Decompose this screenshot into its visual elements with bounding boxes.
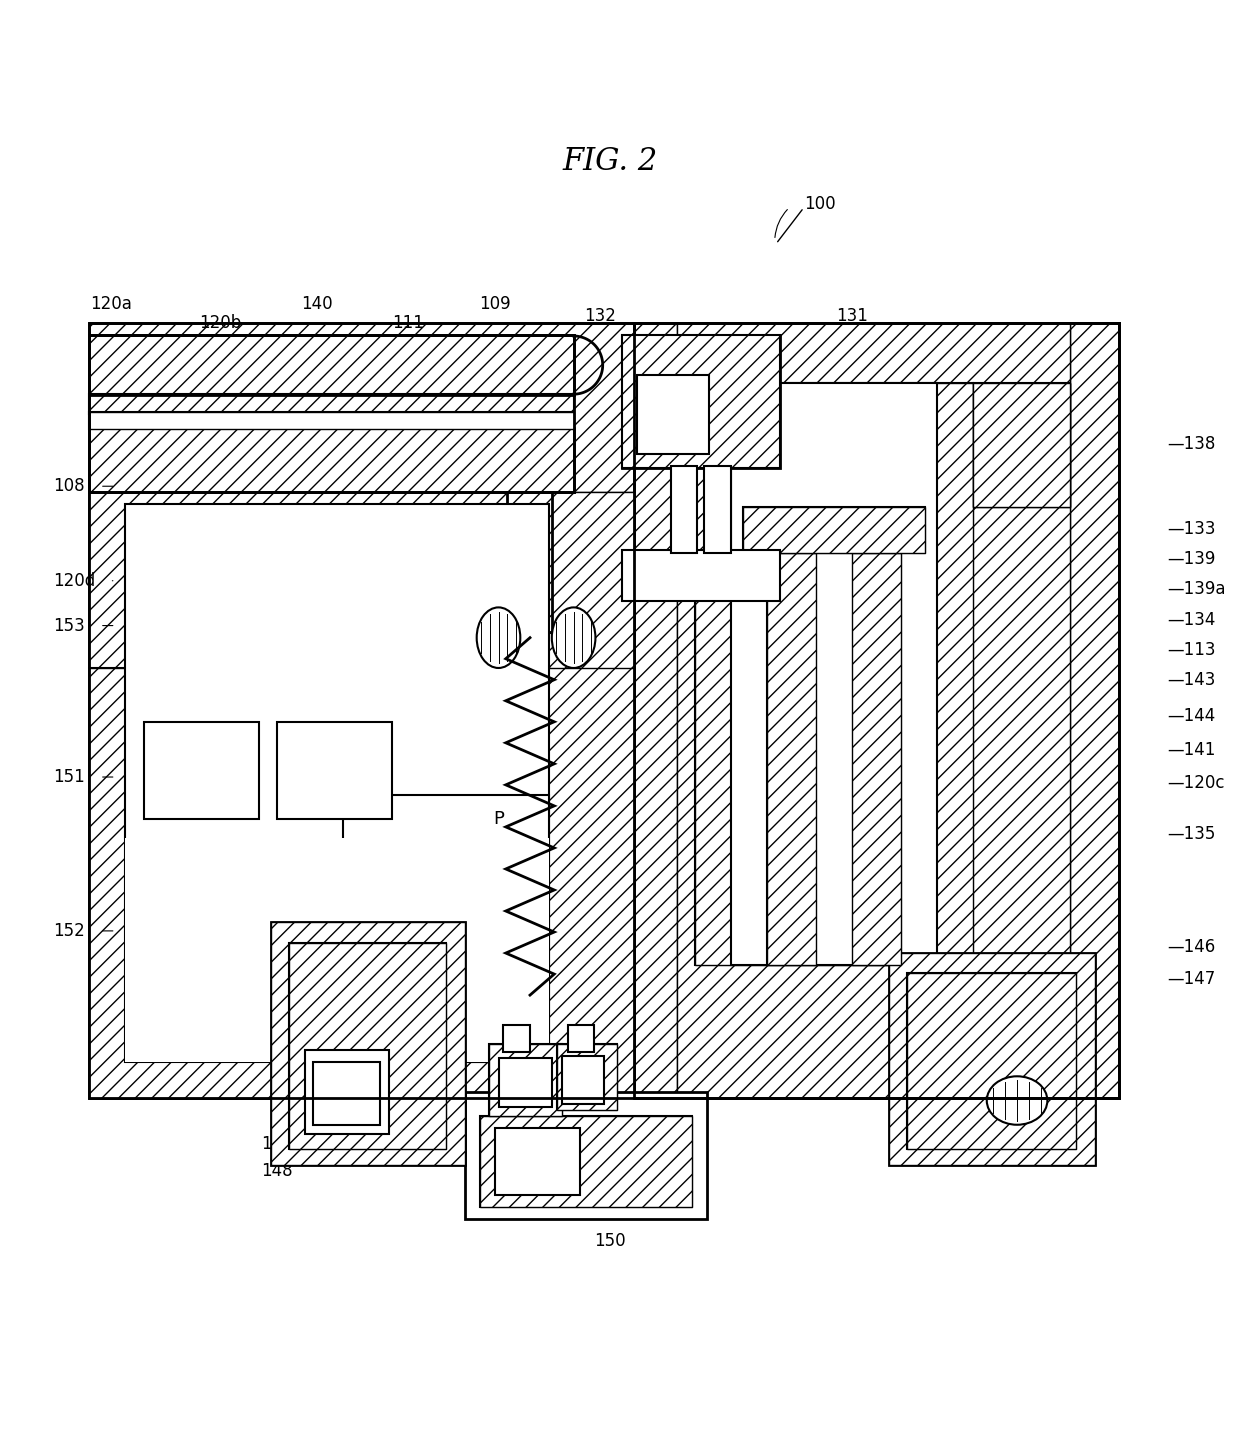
Bar <box>732 383 937 965</box>
Bar <box>465 1092 707 1220</box>
Text: —133: —133 <box>1167 520 1215 538</box>
Bar <box>743 507 925 553</box>
Text: —138: —138 <box>1167 435 1215 452</box>
Bar <box>89 428 574 493</box>
Bar <box>622 335 780 468</box>
Text: 108: 108 <box>52 477 84 496</box>
Text: —146: —146 <box>1167 938 1215 955</box>
Text: 151: 151 <box>52 769 84 786</box>
Text: —147: —147 <box>1167 971 1215 988</box>
Bar <box>906 974 1076 1149</box>
Bar <box>480 1117 692 1207</box>
Bar <box>125 504 549 1062</box>
Text: 132: 132 <box>584 308 616 325</box>
Bar <box>677 322 1070 1098</box>
Bar <box>634 322 1118 1098</box>
Bar <box>906 974 1076 1149</box>
Bar <box>704 465 732 553</box>
Text: 120a: 120a <box>89 295 131 314</box>
Bar <box>889 952 1095 1165</box>
Bar <box>89 322 634 1098</box>
Text: 120b: 120b <box>198 315 241 332</box>
Text: 140: 140 <box>301 295 332 314</box>
Text: —134: —134 <box>1167 611 1215 629</box>
Text: 153: 153 <box>52 617 84 634</box>
Ellipse shape <box>552 607 595 668</box>
Bar <box>89 394 574 413</box>
Bar <box>289 944 446 1149</box>
Bar <box>498 1058 552 1107</box>
Bar <box>768 553 900 965</box>
Bar <box>634 322 1118 1098</box>
Text: 109: 109 <box>479 295 511 314</box>
Bar <box>89 493 634 1098</box>
Text: —141: —141 <box>1167 741 1215 760</box>
Bar <box>557 1043 618 1110</box>
Text: —120c: —120c <box>1167 775 1225 792</box>
Bar <box>305 1049 389 1134</box>
Bar <box>557 1043 618 1110</box>
Text: 120d: 120d <box>52 572 95 590</box>
Ellipse shape <box>476 607 521 668</box>
Bar <box>89 335 574 396</box>
Text: P: P <box>494 811 503 828</box>
Bar <box>89 335 574 493</box>
Text: —143: —143 <box>1167 670 1215 689</box>
Bar <box>270 922 465 1165</box>
Text: —139: —139 <box>1167 551 1215 568</box>
Bar <box>89 412 574 429</box>
Text: FIG. 2: FIG. 2 <box>563 146 657 178</box>
Bar <box>495 1129 579 1195</box>
Bar <box>489 1043 562 1117</box>
Bar <box>89 493 634 1098</box>
Text: 150: 150 <box>594 1233 626 1250</box>
Text: 111: 111 <box>392 315 424 332</box>
Bar <box>144 722 259 819</box>
Bar <box>889 952 1095 1165</box>
Bar <box>289 944 446 1149</box>
Bar <box>677 322 1070 1098</box>
Text: —139a: —139a <box>1167 581 1226 598</box>
Text: 161: 161 <box>467 1195 498 1214</box>
Text: 152: 152 <box>52 922 84 939</box>
Bar <box>489 1043 562 1117</box>
Bar <box>622 551 780 601</box>
Ellipse shape <box>987 1077 1048 1124</box>
Bar <box>852 553 900 965</box>
Bar <box>314 1062 379 1124</box>
Bar <box>89 412 574 429</box>
Text: 100: 100 <box>804 195 836 212</box>
Bar <box>270 922 465 1165</box>
Bar <box>671 465 697 553</box>
Bar <box>503 1026 529 1052</box>
Text: 149: 149 <box>260 1136 293 1153</box>
Bar <box>277 722 392 819</box>
Bar <box>568 1026 594 1052</box>
Bar <box>480 1117 692 1207</box>
Bar <box>343 795 549 1062</box>
Bar <box>694 383 973 965</box>
Text: —135: —135 <box>1167 825 1215 842</box>
Bar <box>768 553 816 965</box>
Text: —144: —144 <box>1167 708 1215 725</box>
Bar <box>973 383 1070 507</box>
Bar <box>973 383 1070 507</box>
Text: —113: —113 <box>1167 640 1215 659</box>
Bar <box>125 838 549 1062</box>
Bar <box>743 507 925 553</box>
Text: 131: 131 <box>836 308 868 325</box>
Bar <box>622 335 780 468</box>
Bar <box>89 322 1118 1098</box>
Text: 148: 148 <box>260 1162 293 1179</box>
Bar <box>636 374 709 454</box>
Bar <box>694 383 973 965</box>
Bar <box>562 1056 604 1104</box>
Bar <box>89 668 634 1098</box>
Text: 145: 145 <box>661 1129 692 1146</box>
